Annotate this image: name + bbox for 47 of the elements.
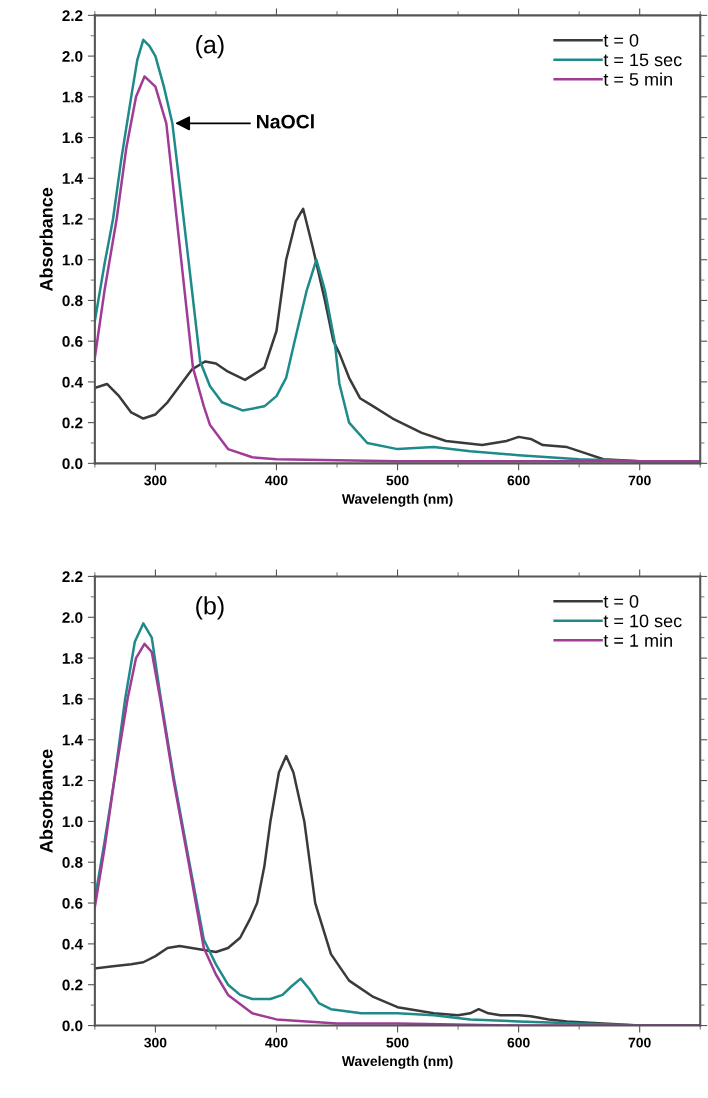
x-tick-label: 300 (144, 475, 167, 486)
y-tick-label: 1.4 (62, 734, 83, 746)
x-tick-label: 400 (265, 475, 288, 486)
y-tick-label: 1.8 (62, 91, 83, 103)
y-tick-label: 2.2 (62, 571, 83, 582)
y-tick-label: 1.0 (62, 254, 83, 266)
y-tick-label: 1.0 (62, 816, 83, 828)
y-tick-label: 1.8 (62, 652, 83, 664)
y-tick-label: 0.2 (62, 417, 83, 429)
x-tick-label: 600 (507, 475, 530, 486)
y-axis-title: Absorbance (39, 749, 53, 853)
y-tick-label: 2.0 (62, 612, 83, 623)
y-tick-label: 0.6 (62, 897, 83, 909)
y-tick-label: 2.0 (62, 50, 83, 62)
legend-label: t = 0 (603, 33, 639, 47)
y-tick-label: 0.0 (62, 1020, 83, 1032)
legend-label: t = 10 sec (603, 614, 682, 628)
y-tick-label: 1.4 (62, 173, 83, 184)
x-axis-title: Wavelength (nm) (341, 1055, 453, 1069)
y-tick-label: 0.2 (62, 979, 83, 991)
y-tick-label: 1.6 (62, 132, 83, 144)
legend-label: t = 0 (603, 594, 639, 608)
y-tick-label: 0.8 (62, 857, 83, 868)
y-tick-label: 1.2 (62, 775, 83, 787)
x-tick-label: 600 (507, 1037, 530, 1048)
x-tick-label: 500 (386, 1037, 409, 1048)
y-tick-label: 0.0 (62, 458, 83, 470)
x-tick-label: 700 (628, 1037, 651, 1048)
y-tick-label: 0.8 (62, 295, 83, 307)
x-axis-title: Wavelength (nm) (341, 493, 453, 507)
y-tick-label: 0.6 (62, 336, 83, 347)
x-tick-label: 300 (144, 1037, 167, 1048)
y-tick-label: 1.6 (62, 693, 83, 705)
y-tick-label: 1.2 (62, 213, 83, 225)
y-tick-label: 0.4 (62, 938, 83, 950)
legend-label: t = 1 min (603, 633, 672, 647)
x-tick-label: 400 (265, 1037, 288, 1048)
x-tick-label: 500 (386, 475, 409, 486)
y-tick-label: 0.4 (62, 376, 83, 388)
legend-label: t = 15 sec (603, 53, 682, 67)
legend-label: t = 5 min (603, 72, 672, 86)
annotation: (b) (196, 596, 224, 620)
x-tick-label: 700 (628, 475, 651, 486)
annotation: (a) (196, 35, 224, 59)
annotation: NaOCl (256, 114, 314, 129)
y-axis-title: Absorbance (39, 187, 53, 292)
y-tick-label: 2.2 (62, 10, 83, 21)
